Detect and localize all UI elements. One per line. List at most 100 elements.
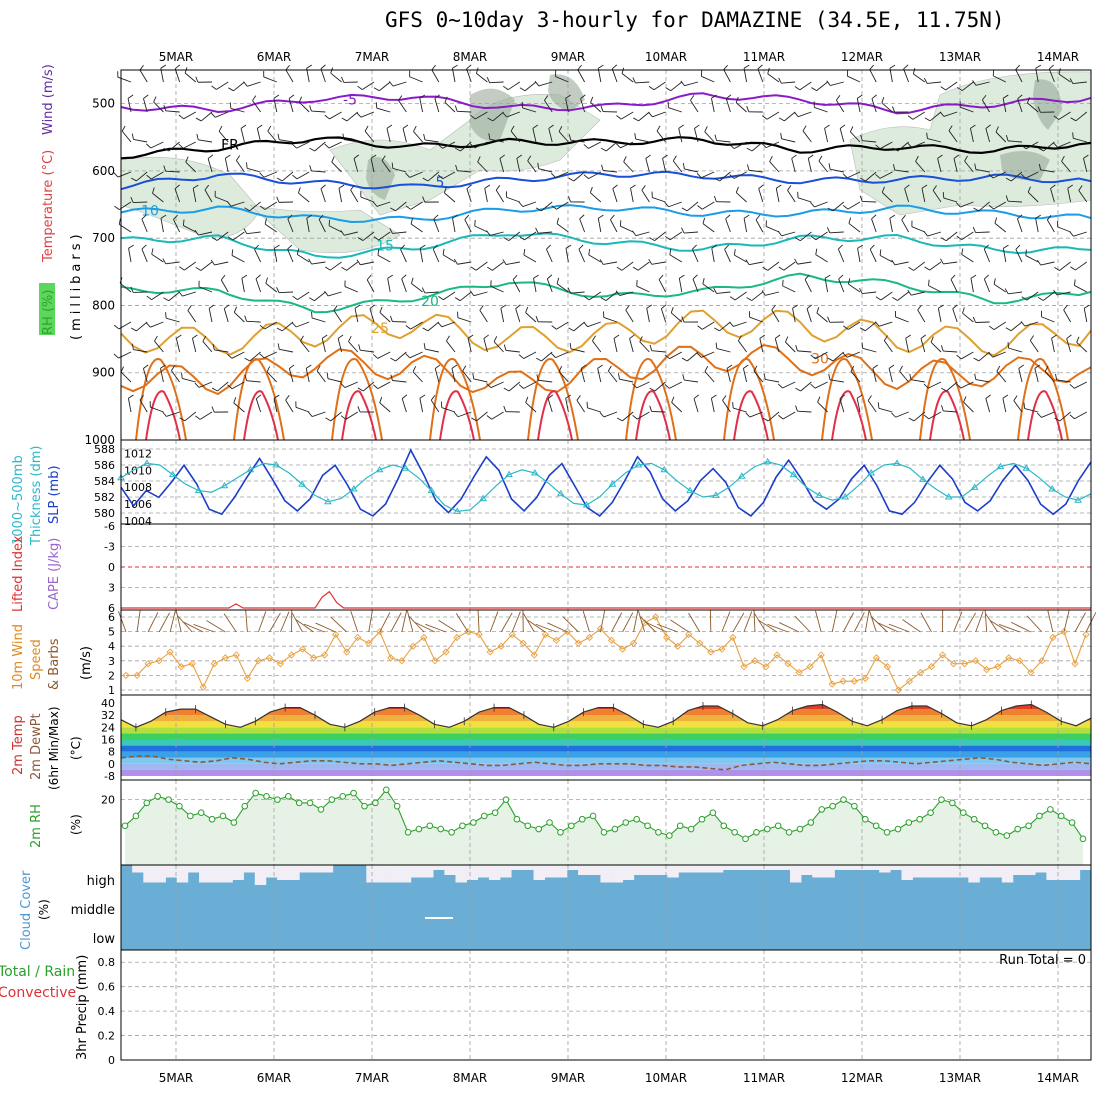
- temp-contour-40: [439, 390, 475, 441]
- wind-barb: [316, 370, 326, 383]
- wind-speed-marker: [773, 651, 781, 659]
- y-tick-pressure: 700: [92, 231, 115, 245]
- wind-barb-flag: [433, 214, 439, 220]
- wind-barb: [992, 351, 1006, 358]
- wind-barb-flag: [648, 85, 655, 91]
- wind-barb: [136, 171, 148, 182]
- wind-barb: [612, 188, 618, 203]
- wind-barb: [775, 188, 780, 203]
- wind-barb-flag: [755, 214, 761, 221]
- wind-barb-flag: [208, 304, 215, 309]
- contour-label: 20: [421, 294, 439, 310]
- wind-speed-marker: [1060, 627, 1068, 636]
- wind-barb-flag: [696, 173, 702, 179]
- wind-barb-flag: [939, 111, 945, 117]
- wind-barb-flag: [243, 81, 248, 87]
- wind-barb: [993, 283, 1007, 293]
- wind-barb-flag: [725, 94, 732, 99]
- wind-barb: [592, 340, 602, 353]
- wind-barb: [911, 291, 925, 296]
- wind-barb-flag: [364, 125, 369, 132]
- wind-barb-flag: [641, 185, 646, 191]
- temp-contour-25: [120, 309, 1092, 357]
- wind-barb: [296, 141, 310, 149]
- y-tick-pressure: 900: [92, 366, 115, 380]
- wind-barb: [285, 399, 294, 413]
- wind-barb: [1017, 98, 1023, 113]
- wind-barb: [791, 158, 796, 173]
- wind-barb: [370, 158, 375, 173]
- wind-barb: [1073, 231, 1087, 237]
- wind-speed-marker: [365, 639, 373, 647]
- wind-barb: [361, 81, 375, 90]
- rh-shade: [120, 156, 261, 238]
- wind-barb-flag: [848, 217, 852, 224]
- wind-barb-flag: [1051, 334, 1057, 339]
- wind-barb-flag: [321, 334, 328, 339]
- wind-barb: [862, 347, 877, 353]
- wind-barb: [379, 402, 391, 413]
- wind-barb: [230, 107, 245, 113]
- wind-barb-flag: [405, 325, 411, 330]
- wind-barb: [279, 139, 294, 143]
- wind-barb: [175, 338, 181, 353]
- wind-barb-flag: [1067, 184, 1074, 189]
- wind-barb-flag: [908, 266, 914, 271]
- wind-speed-marker: [1049, 633, 1057, 642]
- wind-barb: [377, 254, 391, 263]
- wind-barb-flag: [285, 395, 290, 401]
- cloud-high-gap: [801, 865, 813, 875]
- wind-barb: [506, 196, 520, 203]
- wind-barb-flag: [171, 365, 176, 371]
- wind-barb-flag: [907, 289, 912, 296]
- wind-barb: [749, 316, 763, 323]
- wind-barb-flag: [309, 297, 315, 302]
- rh-marker: [927, 809, 934, 816]
- wind-barb: [894, 169, 909, 173]
- wind-barb-flag: [192, 184, 199, 189]
- temp-contour-35: [527, 358, 579, 441]
- wind-barb-flag: [277, 133, 280, 140]
- wind-barb: [913, 411, 926, 422]
- wind-barb-flag: [972, 80, 977, 86]
- temp-contour-40: [831, 390, 867, 441]
- wind-barb: [217, 381, 229, 392]
- wind-barb: [466, 188, 472, 203]
- wind-barb-flag: [794, 86, 801, 91]
- wind-barb-flag: [502, 112, 508, 118]
- wind-barb: [191, 338, 197, 353]
- wind-barb: [1058, 73, 1071, 83]
- wind-barb-flag: [729, 321, 734, 327]
- wind-barb-flag: [486, 383, 492, 389]
- wind-barb-flag: [649, 344, 653, 351]
- temp-contour-40: [733, 390, 769, 441]
- wind-barb-flag: [839, 394, 845, 399]
- cloud-high-gap: [689, 865, 702, 873]
- wind-barb: [910, 379, 925, 383]
- wind-speed-marker: [905, 677, 914, 685]
- date-label-bottom: 5MAR: [159, 1071, 194, 1085]
- wind-barb: [588, 291, 602, 301]
- wind-barb: [970, 128, 974, 143]
- wind-speed-marker: [199, 683, 207, 691]
- wind-speed-marker: [1082, 630, 1090, 639]
- wind-barb-10m: [853, 612, 865, 633]
- wind-barb: [331, 161, 342, 173]
- temp-band: [121, 733, 1091, 740]
- rh-marker: [1047, 806, 1054, 813]
- wind-barb-flag: [679, 274, 685, 279]
- cloud-high-gap: [789, 865, 802, 883]
- wind-speed-marker: [265, 654, 274, 662]
- wind-barb-flag: [187, 305, 192, 311]
- wind-barb: [233, 311, 245, 323]
- wind-barb-flag: [808, 154, 814, 159]
- cloud-middle-gap: [425, 917, 453, 919]
- cloud-high-gap: [633, 865, 646, 875]
- wind-barb-flag: [430, 395, 436, 401]
- ylabel-rh2m-unit: (%): [69, 814, 83, 835]
- wind-barb: [548, 128, 553, 143]
- wind-barb: [1075, 111, 1088, 122]
- wind-barb: [490, 381, 504, 389]
- wind-barb: [409, 351, 423, 359]
- wind-barb: [1057, 226, 1071, 233]
